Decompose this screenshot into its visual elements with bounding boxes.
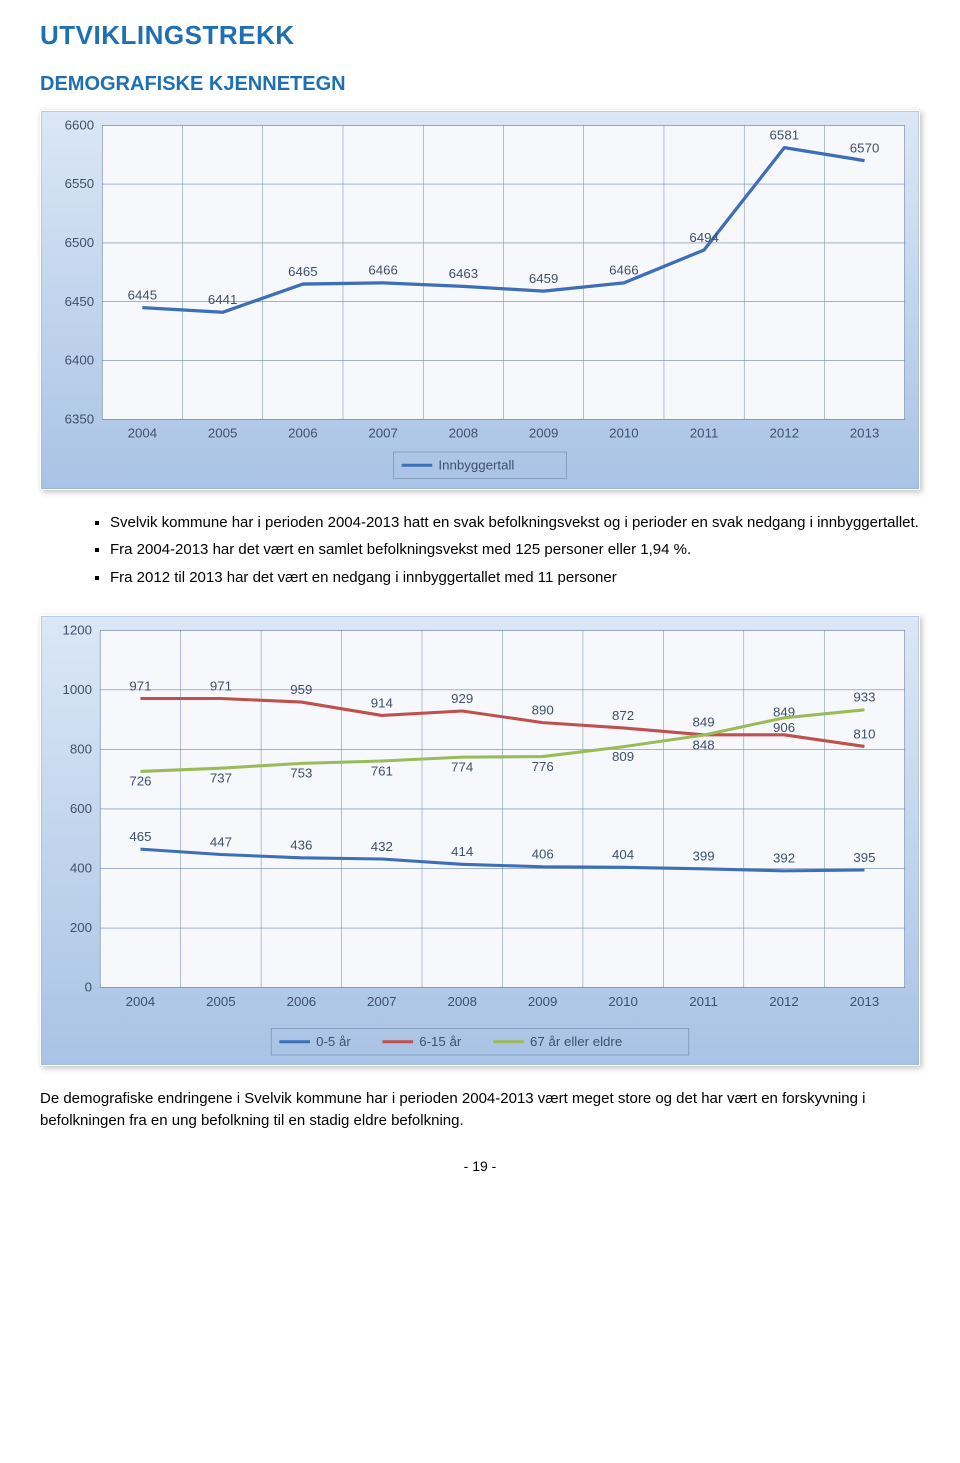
svg-text:392: 392 — [773, 851, 795, 866]
svg-text:2008: 2008 — [449, 426, 479, 441]
svg-text:6459: 6459 — [529, 271, 559, 286]
svg-text:200: 200 — [70, 920, 92, 935]
svg-text:2010: 2010 — [609, 426, 639, 441]
svg-text:2004: 2004 — [126, 994, 156, 1009]
svg-text:6581: 6581 — [770, 127, 800, 142]
svg-text:6450: 6450 — [65, 294, 95, 309]
svg-text:2008: 2008 — [447, 994, 477, 1009]
svg-text:0-5 år: 0-5 år — [316, 1034, 351, 1049]
svg-text:2009: 2009 — [528, 994, 558, 1009]
svg-text:2005: 2005 — [206, 994, 236, 1009]
svg-text:848: 848 — [693, 737, 715, 752]
svg-text:726: 726 — [129, 774, 151, 789]
svg-text:404: 404 — [612, 847, 634, 862]
svg-text:0: 0 — [85, 980, 92, 995]
svg-text:971: 971 — [129, 678, 151, 693]
svg-text:933: 933 — [853, 690, 875, 705]
svg-text:809: 809 — [612, 749, 634, 764]
svg-text:2010: 2010 — [608, 994, 638, 1009]
main-heading: UTVIKLINGSTREKK — [40, 20, 920, 51]
svg-text:436: 436 — [290, 838, 312, 853]
chart1: 6350 6400 6450 6500 6550 6600 2004 2005 2006 2007… — [41, 111, 919, 489]
svg-text:6400: 6400 — [65, 353, 95, 368]
svg-text:600: 600 — [70, 801, 92, 816]
svg-text:Innbyggertall: Innbyggertall — [438, 457, 514, 472]
body-paragraph: De demografiske endringene i Svelvik kom… — [40, 1088, 920, 1132]
svg-text:849: 849 — [693, 715, 715, 730]
svg-text:6441: 6441 — [208, 292, 238, 307]
page-number: - 19 - — [40, 1158, 920, 1174]
svg-text:395: 395 — [853, 850, 875, 865]
svg-text:800: 800 — [70, 741, 92, 756]
svg-text:872: 872 — [612, 708, 634, 723]
svg-text:432: 432 — [371, 839, 393, 854]
svg-text:2012: 2012 — [770, 426, 800, 441]
svg-text:2013: 2013 — [850, 426, 880, 441]
svg-text:1000: 1000 — [63, 682, 93, 697]
svg-text:414: 414 — [451, 844, 473, 859]
svg-text:2011: 2011 — [690, 426, 719, 441]
svg-text:6-15 år: 6-15 år — [419, 1034, 462, 1049]
svg-text:6500: 6500 — [65, 235, 95, 250]
bullet-list: Svelvik kommune har i perioden 2004-2013… — [40, 512, 920, 589]
svg-text:406: 406 — [532, 847, 554, 862]
svg-text:2007: 2007 — [368, 426, 398, 441]
svg-text:6570: 6570 — [850, 140, 880, 155]
svg-text:774: 774 — [451, 759, 473, 774]
svg-text:6600: 6600 — [65, 117, 95, 132]
svg-text:2009: 2009 — [529, 426, 559, 441]
svg-text:2006: 2006 — [287, 994, 317, 1009]
svg-text:6494: 6494 — [689, 230, 719, 245]
chart2: 0 200 400 600 800 1000 1200 2004 2005 2006 2007 200… — [41, 616, 919, 1065]
svg-text:2011: 2011 — [689, 994, 718, 1009]
svg-text:400: 400 — [70, 861, 92, 876]
chart2-frame: 0 200 400 600 800 1000 1200 2004 2005 2006 2007 200… — [40, 615, 920, 1066]
svg-text:6466: 6466 — [609, 263, 639, 278]
svg-text:67 år eller eldre: 67 år eller eldre — [530, 1034, 622, 1049]
chart1-frame: 6350 6400 6450 6500 6550 6600 2004 2005 2006 2007… — [40, 110, 920, 490]
svg-text:2013: 2013 — [850, 994, 880, 1009]
svg-text:2006: 2006 — [288, 426, 318, 441]
svg-text:2007: 2007 — [367, 994, 397, 1009]
svg-text:447: 447 — [210, 834, 232, 849]
svg-text:890: 890 — [532, 702, 554, 717]
sub-heading: DEMOGRAFISKE KJENNETEGN — [40, 73, 920, 96]
svg-text:399: 399 — [693, 849, 715, 864]
svg-text:6463: 6463 — [449, 266, 479, 281]
bullet-item: Fra 2004-2013 har det vært en samlet bef… — [110, 539, 920, 561]
svg-text:6550: 6550 — [65, 176, 95, 191]
svg-text:465: 465 — [129, 829, 151, 844]
bullet-item: Svelvik kommune har i perioden 2004-2013… — [110, 512, 920, 534]
svg-text:810: 810 — [853, 726, 875, 741]
svg-text:906: 906 — [773, 720, 795, 735]
svg-text:914: 914 — [371, 695, 393, 710]
svg-text:2004: 2004 — [128, 426, 158, 441]
svg-text:6445: 6445 — [128, 287, 158, 302]
svg-text:753: 753 — [290, 766, 312, 781]
svg-text:2012: 2012 — [769, 994, 799, 1009]
svg-text:6466: 6466 — [368, 263, 398, 278]
svg-text:1200: 1200 — [63, 622, 93, 637]
svg-text:6350: 6350 — [65, 411, 95, 426]
bullet-item: Fra 2012 til 2013 har det vært en nedgan… — [110, 567, 920, 589]
svg-text:959: 959 — [290, 682, 312, 697]
svg-text:2005: 2005 — [208, 426, 238, 441]
svg-text:971: 971 — [210, 678, 232, 693]
svg-text:761: 761 — [371, 763, 393, 778]
svg-text:737: 737 — [210, 770, 232, 785]
svg-text:6465: 6465 — [288, 264, 318, 279]
svg-text:776: 776 — [532, 759, 554, 774]
svg-text:929: 929 — [451, 691, 473, 706]
